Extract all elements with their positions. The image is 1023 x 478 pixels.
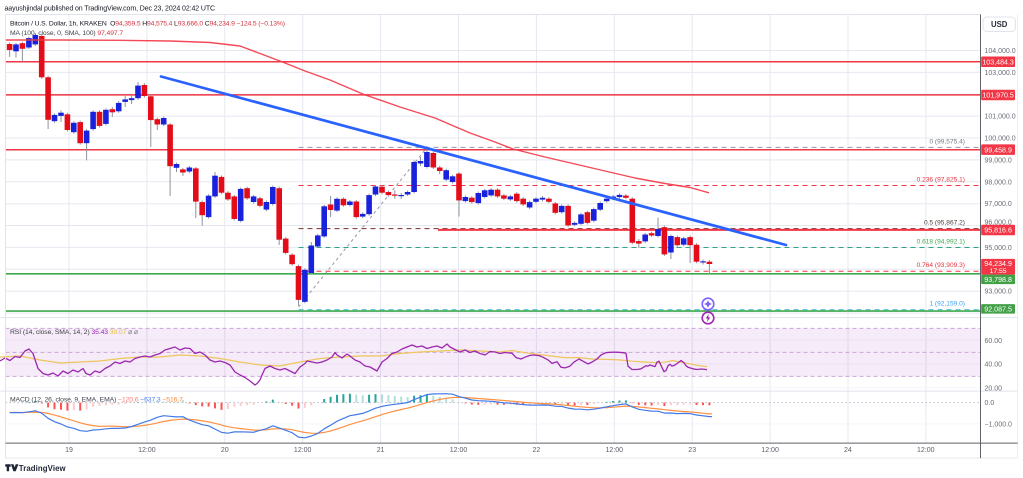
svg-text:12:00: 12:00	[294, 447, 312, 454]
svg-text:103,000.0: 103,000.0	[985, 70, 1016, 77]
svg-text:97,000.0: 97,000.0	[985, 201, 1012, 208]
svg-text:0.0: 0.0	[985, 400, 995, 407]
svg-text:MACD (12, 26, close, 9, EMA, E: MACD (12, 26, close, 9, EMA, EMA) −120.6…	[10, 397, 183, 404]
svg-text:aayushjindal published on Trad: aayushjindal published on TradingView.co…	[5, 6, 216, 13]
svg-text:USD: USD	[991, 20, 1008, 29]
svg-text:22: 22	[533, 447, 541, 454]
svg-text:95,816.6: 95,816.6	[984, 227, 1012, 235]
svg-text:101,970.5: 101,970.5	[982, 92, 1014, 100]
svg-text:0 (99,575.4): 0 (99,575.4)	[929, 138, 965, 145]
svg-text:0.618 (94,992.1): 0.618 (94,992.1)	[917, 238, 965, 245]
svg-text:0.236 (97,825.1): 0.236 (97,825.1)	[917, 176, 965, 183]
svg-text:12:00: 12:00	[450, 447, 468, 454]
svg-text:98,000.0: 98,000.0	[985, 179, 1012, 186]
svg-text:93,000.0: 93,000.0	[985, 289, 1012, 296]
svg-text:0.764 (93,909.3): 0.764 (93,909.3)	[917, 262, 965, 269]
svg-text:24: 24	[844, 447, 852, 454]
svg-text:99,000.0: 99,000.0	[985, 157, 1012, 164]
svg-text:20.00: 20.00	[985, 385, 1003, 392]
svg-text:23: 23	[688, 447, 696, 454]
svg-text:60.00: 60.00	[985, 338, 1003, 345]
svg-text:12:00: 12:00	[138, 447, 156, 454]
svg-text:0.5 (95,867.2): 0.5 (95,867.2)	[924, 220, 965, 227]
svg-text:−1,000.0: −1,000.0	[985, 422, 1013, 429]
svg-text:TradingView: TradingView	[19, 464, 67, 473]
svg-text:92,087.5: 92,087.5	[984, 306, 1012, 314]
svg-text:95,000.0: 95,000.0	[985, 245, 1012, 252]
svg-text:99,458.9: 99,458.9	[984, 146, 1012, 154]
svg-text:40.00: 40.00	[985, 362, 1003, 369]
svg-text:MA (100, close, 0, SMA, 100) 9: MA (100, close, 0, SMA, 100) 97,497.7	[10, 30, 123, 37]
svg-text:101,000.0: 101,000.0	[985, 114, 1016, 121]
svg-text:100,000.0: 100,000.0	[985, 136, 1016, 143]
svg-text:103,484.3: 103,484.3	[982, 58, 1014, 66]
svg-text:12:00: 12:00	[761, 447, 779, 454]
svg-text:Bitcoin / U.S. Dollar, 1h, KRA: Bitcoin / U.S. Dollar, 1h, KRAKEN O94,35…	[10, 21, 285, 28]
svg-text:21: 21	[377, 447, 385, 454]
svg-text:17:55: 17:55	[990, 268, 1007, 275]
svg-text:12:00: 12:00	[917, 447, 935, 454]
svg-text:20: 20	[221, 447, 229, 454]
svg-text:RSI (14, close, SMA, 14, 2) 35: RSI (14, close, SMA, 14, 2) 35.43 39.07 …	[10, 329, 138, 336]
svg-text:96,000.0: 96,000.0	[985, 220, 1012, 227]
svg-text:94,234.9: 94,234.9	[984, 260, 1012, 268]
svg-text:12:00: 12:00	[606, 447, 624, 454]
svg-text:19: 19	[65, 447, 73, 454]
svg-text:93,798.8: 93,798.8	[984, 276, 1012, 284]
svg-text:104,000.0: 104,000.0	[985, 48, 1016, 55]
svg-text:1 (92,159.0): 1 (92,159.0)	[929, 301, 965, 308]
